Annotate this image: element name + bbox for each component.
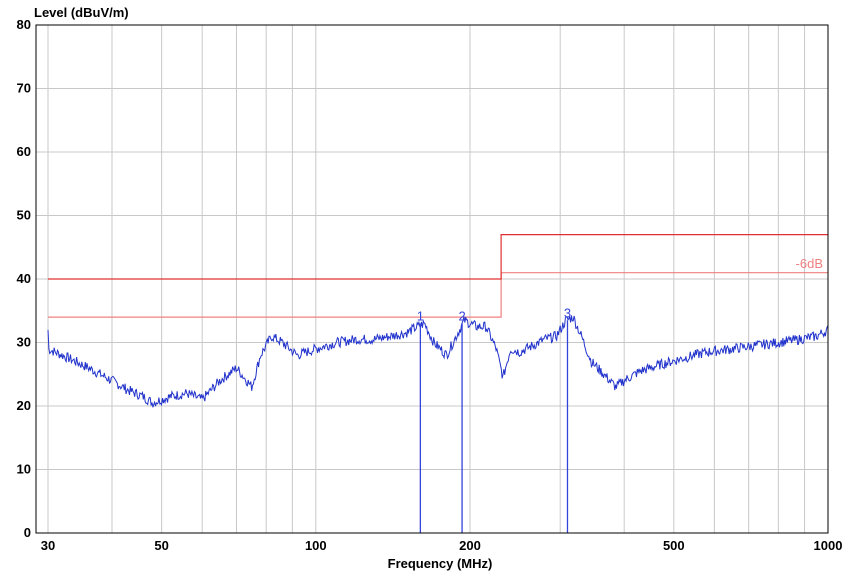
y-tick-label: 70	[17, 81, 31, 96]
x-tick-label: 30	[41, 538, 55, 553]
measurement-trace	[47, 314, 829, 408]
marker-label: 1	[417, 308, 424, 323]
y-tick-label: 30	[17, 335, 31, 350]
x-axis-title: Frequency (MHz)	[388, 556, 493, 571]
y-tick-label: 50	[17, 208, 31, 223]
plot-border	[35, 24, 829, 534]
x-tick-label: 500	[663, 538, 685, 553]
limit-lines	[48, 234, 828, 318]
y-tick-label: 40	[17, 271, 31, 286]
y-tick-label: 60	[17, 144, 31, 159]
x-tick-label: 100	[305, 538, 327, 553]
markers: 1 2 3	[417, 305, 571, 533]
y-tick-label: 0	[24, 525, 31, 540]
marker-label: 3	[564, 305, 571, 320]
offset-line	[48, 272, 828, 318]
y-tick-label: 80	[17, 17, 31, 32]
offset-line-label: -6dB	[796, 256, 823, 271]
y-axis-title: Level (dBuV/m)	[34, 5, 129, 20]
x-tick-label: 1000	[814, 538, 843, 553]
x-tick-label: 200	[459, 538, 481, 553]
limit-line	[48, 234, 828, 280]
trace	[47, 314, 829, 408]
x-tick-labels: 30 50 100 200 500 1000	[41, 538, 843, 553]
marker-label: 2	[458, 308, 465, 323]
y-tick-label: 10	[17, 462, 31, 477]
y-tick-label: 20	[17, 398, 31, 413]
x-tick-label: 50	[154, 538, 168, 553]
y-tick-labels: 0 10 20 30 40 50 60 70 80	[17, 17, 31, 540]
